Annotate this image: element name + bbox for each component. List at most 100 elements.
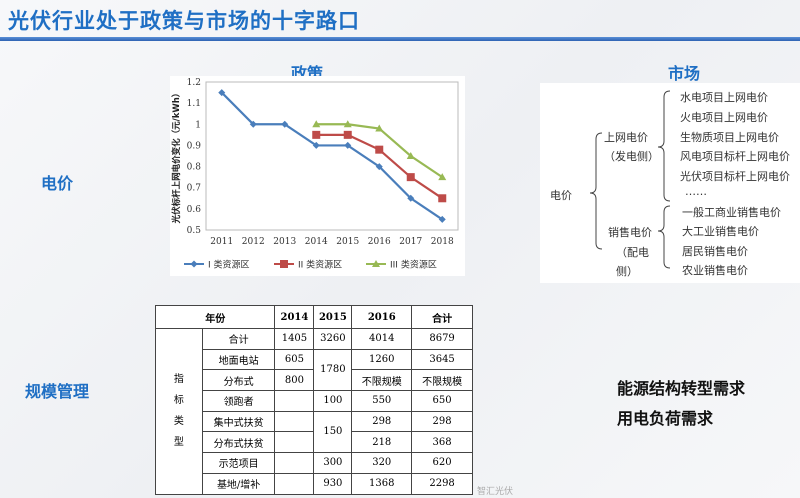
x-tick-label: 2018 xyxy=(431,237,454,247)
cell: 100 xyxy=(313,390,353,412)
tree-root: 电价 xyxy=(550,189,572,202)
x-tick-label: 2014 xyxy=(305,237,328,247)
cell xyxy=(274,431,315,454)
header-total: 合计 xyxy=(411,305,473,329)
group-char: 指 xyxy=(173,374,184,386)
data-point xyxy=(375,145,384,154)
demand-energy-transition: 能源结构转型需求 xyxy=(617,379,746,398)
watermark: 智汇光伏 xyxy=(477,487,514,497)
header-2014: 2014 xyxy=(274,305,315,329)
cell: 650 xyxy=(411,390,473,412)
cell xyxy=(274,452,315,474)
cell: 不限规模 xyxy=(351,369,413,392)
group-char: 类 xyxy=(173,416,184,428)
cell: 基地/增补 xyxy=(201,472,276,495)
table-row: 地面电站 605 1780 1260 3645 xyxy=(156,348,473,392)
cell: 4014 xyxy=(351,328,413,350)
cell: 3645 xyxy=(411,348,473,371)
x-tick-label: 2015 xyxy=(336,237,359,247)
data-point xyxy=(375,124,384,132)
y-tick-label: 0.5 xyxy=(187,226,202,236)
demand-power-load: 用电负荷需求 xyxy=(617,409,714,428)
header-2016: 2016 xyxy=(351,305,413,329)
data-point xyxy=(343,130,352,139)
group-label: 指 标 类 型 xyxy=(155,328,203,495)
tree-sale-price: 销售电价 xyxy=(608,226,652,239)
x-tick-label: 2012 xyxy=(242,237,265,247)
market-heading: 市场 xyxy=(668,64,701,83)
y-tick-label: 0.7 xyxy=(187,184,202,194)
data-point xyxy=(218,89,226,97)
y-axis-label: 光伏标杆上网电价变化（元/kWh） xyxy=(171,89,182,225)
table-row: 基地/增补 930 1368 2298 xyxy=(156,472,473,495)
legend-label: III 类资源区 xyxy=(390,259,437,271)
tree-grid-item: 风电项目标杆上网电价 xyxy=(680,150,790,163)
y-tick-label: 1.2 xyxy=(187,78,201,88)
cell: 298 xyxy=(411,410,473,433)
table-row: 分布式扶贫 218 368 xyxy=(156,431,473,454)
cell: 150 xyxy=(313,410,353,454)
header-year: 年份 xyxy=(154,305,276,329)
cell: 800 xyxy=(274,369,315,392)
y-tick-label: 0.9 xyxy=(187,141,202,151)
data-point xyxy=(406,152,415,159)
cell: 218 xyxy=(351,431,413,454)
cell: 地面电站 xyxy=(201,348,276,371)
y-tick-label: 0.6 xyxy=(187,205,202,215)
x-tick-label: 2013 xyxy=(273,237,296,247)
tree-grid-item: 光伏项目标杆上网电价 xyxy=(680,170,790,183)
cell: 示范项目 xyxy=(201,452,276,474)
group-char: 型 xyxy=(173,437,184,449)
cell: 298 xyxy=(351,410,413,433)
cell: 不限规模 xyxy=(411,369,473,392)
table-row: 领跑者 100 550 650 xyxy=(156,390,473,412)
x-tick-label: 2016 xyxy=(368,237,391,247)
tree-sale-item: 居民销售电价 xyxy=(682,245,748,258)
tree-sale-item: 大工业销售电价 xyxy=(682,225,759,238)
tree-grid-price: 上网电价 xyxy=(604,131,648,144)
cell: 2298 xyxy=(411,472,473,495)
cell: 300 xyxy=(313,452,353,474)
cell xyxy=(274,390,315,412)
cell: 集中式扶贫 xyxy=(201,410,276,433)
cell: 合计 xyxy=(201,328,276,350)
tree-sale-item: 一般工商业销售电价 xyxy=(682,206,781,219)
plot-area xyxy=(205,81,459,231)
cell: 320 xyxy=(351,452,413,474)
table-header-row: 年份 2014 2015 2016 合计 xyxy=(154,305,473,329)
y-tick-label: 1.1 xyxy=(187,99,201,109)
data-point xyxy=(375,163,383,171)
tree-sale-side: （配电 xyxy=(616,246,649,259)
table-row: 示范项目 300 320 620 xyxy=(156,452,473,474)
data-point xyxy=(343,120,352,128)
data-point xyxy=(280,260,288,268)
tree-grid-item: 火电项目上网电价 xyxy=(680,111,768,124)
data-point xyxy=(372,260,380,267)
y-tick-label: 0.8 xyxy=(187,163,202,173)
tree-grid-item: …… xyxy=(685,185,707,198)
tree-grid-side: （发电侧） xyxy=(604,150,659,163)
table-row: 集中式扶贫 150 298 298 xyxy=(156,410,473,454)
data-point xyxy=(312,130,321,139)
cell: 3260 xyxy=(313,328,353,350)
x-tick-label: 2017 xyxy=(399,237,422,247)
cell: 550 xyxy=(351,390,413,412)
data-point xyxy=(344,141,352,149)
cell: 368 xyxy=(411,431,473,454)
market-price-tree: 电价 上网电价 （发电侧） 销售电价 （配电 侧） 水电项目上网电价 火电项目上… xyxy=(540,83,800,283)
cell: 1780 xyxy=(313,348,353,392)
header-2015: 2015 xyxy=(313,305,353,329)
data-point xyxy=(312,120,321,128)
data-point xyxy=(406,173,415,182)
cell: 930 xyxy=(313,472,353,495)
cell: 分布式 xyxy=(201,369,276,392)
legend-label: I 类资源区 xyxy=(208,259,250,271)
tree-grid-item: 水电项目上网电价 xyxy=(680,91,768,104)
group-char: 标 xyxy=(173,395,184,407)
tree-sale-side-2: 侧） xyxy=(616,265,638,278)
data-point xyxy=(249,120,257,128)
cell: 1405 xyxy=(274,328,315,350)
cell xyxy=(274,410,315,433)
tree-grid-item: 生物质项目上网电价 xyxy=(680,131,779,144)
feed-in-price-chart: 0.5 0.6 0.7 0.8 0.9 1 1.1 1.2 2011 2012 2013 2014 20… xyxy=(170,76,465,276)
